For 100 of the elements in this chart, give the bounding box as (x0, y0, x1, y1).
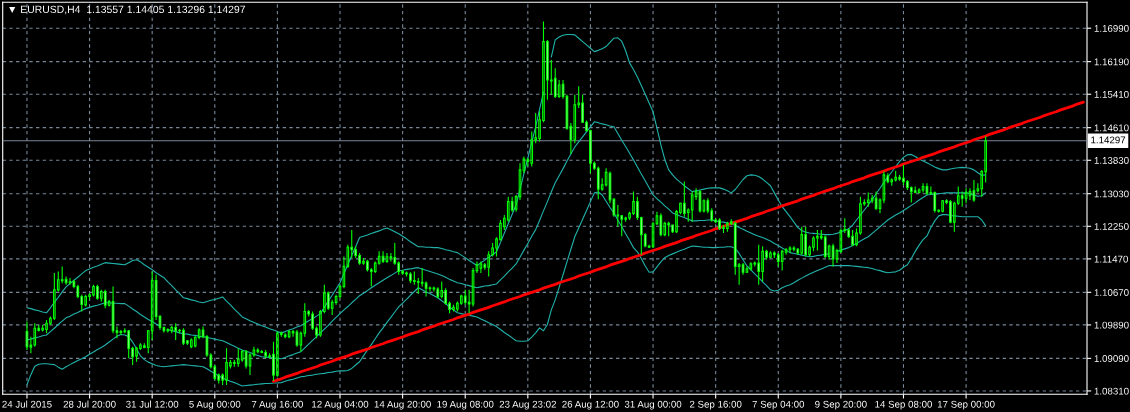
candlestick (761, 245, 764, 283)
candlestick (651, 221, 655, 249)
candlestick (718, 217, 721, 231)
candlestick (174, 322, 177, 341)
x-tick-label: 31 Aug 00:00 (624, 400, 682, 410)
x-tick-label: 9 Sep 20:00 (815, 400, 867, 410)
x-tick-label: 7 Aug 16:00 (251, 400, 303, 410)
candlestick (92, 284, 95, 298)
candlestick (776, 252, 780, 267)
candlestick (182, 327, 185, 346)
line-series (26, 191, 987, 387)
candlestick (189, 337, 193, 349)
candlestick (385, 252, 389, 264)
y-tick-label: 1.10670 (1094, 289, 1129, 296)
candlestick (96, 284, 99, 301)
candlestick (41, 324, 44, 333)
candlestick (135, 346, 138, 363)
candlestick (831, 243, 835, 267)
candlestick (874, 191, 878, 211)
candlestick (111, 285, 115, 334)
candlestick (236, 347, 240, 368)
candlestick (917, 187, 921, 194)
candlestick (225, 347, 228, 386)
candlestick (287, 329, 291, 339)
candlestick (659, 212, 663, 237)
x-tick-label: 17 Sep 00:00 (937, 400, 995, 410)
y-tick-label: 1.09890 (1094, 321, 1129, 329)
candlestick (683, 181, 686, 218)
y-tick-label: 1.16990 (1094, 24, 1129, 32)
candlestick (757, 244, 761, 286)
candlestick (256, 347, 260, 354)
candlestick (632, 191, 635, 216)
y-tick-label: 1.08310 (1094, 387, 1129, 395)
candlestick (201, 326, 205, 339)
y-tick-label: 1.09090 (1094, 355, 1129, 362)
candlestick (792, 245, 796, 252)
x-tick-label: 14 Aug 20:00 (374, 400, 431, 410)
candlestick (804, 226, 807, 257)
candlestick (726, 221, 729, 233)
candlestick (381, 250, 385, 264)
line-series (272, 100, 1085, 383)
y-tick-label: 1.16190 (1094, 58, 1129, 66)
x-tick-label: 31 Jul 12:00 (126, 400, 179, 408)
candlestick (119, 329, 123, 336)
candlestick (749, 261, 753, 272)
ref-line-label: 1.14297 (1091, 136, 1126, 144)
candlestick (667, 221, 671, 237)
candlestick (291, 329, 295, 338)
candlestick (788, 245, 792, 254)
candlestick (800, 226, 804, 256)
candlestick (428, 285, 432, 293)
candlestick (851, 229, 854, 247)
candlestick (933, 191, 937, 214)
x-tick-label: 28 Jul 20:00 (63, 400, 116, 408)
x-tick-label: 12 Aug 04:00 (312, 400, 369, 410)
candlestick (960, 191, 964, 208)
y-tick-label: 1.13030 (1094, 190, 1129, 198)
candlestick (816, 229, 819, 252)
y-tick-label: 1.13830 (1094, 157, 1129, 164)
candlestick (475, 260, 479, 274)
candlestick (925, 182, 929, 196)
candlestick (690, 191, 694, 223)
x-tick-label: 7 Sep 04:00 (752, 400, 805, 410)
candlestick (964, 187, 968, 204)
candlestick (452, 304, 455, 313)
candlestick (596, 165, 600, 200)
x-tick-label: 24 Jul 2015 (2, 400, 52, 408)
x-tick-label: 23 Aug 23:02 (499, 400, 556, 410)
candlestick (283, 332, 287, 339)
candlestick (769, 250, 772, 259)
candlestick (866, 191, 870, 208)
candlestick (479, 260, 483, 274)
candlestick (84, 294, 87, 308)
candlestick (25, 321, 29, 351)
candlestick (823, 234, 827, 259)
candlestick (921, 182, 925, 194)
candlestick (745, 265, 749, 274)
candlestick (103, 289, 107, 309)
x-tick-label: 2 Sep 16:00 (689, 400, 742, 410)
y-tick-label: 1.14610 (1094, 124, 1129, 132)
candlestick (115, 326, 119, 339)
candlestick (53, 272, 56, 321)
x-tick-label: 26 Aug 12:00 (562, 400, 619, 410)
chart-title: ▼ EURUSD,H4 1.13557 1.14405 1.13296 1.14297 (9, 5, 245, 15)
candlestick (409, 271, 412, 284)
x-tick-label: 5 Aug 00:00 (189, 400, 241, 410)
candlestick (972, 179, 976, 203)
candlestick (276, 331, 279, 378)
candlestick (902, 164, 905, 186)
candlestick (561, 79, 565, 100)
candlestick (941, 199, 944, 214)
y-tick-label: 1.11470 (1094, 255, 1128, 263)
x-tick-label: 19 Aug 08:00 (437, 400, 494, 410)
candlestick (894, 170, 897, 183)
candlestick (780, 249, 784, 272)
candlestick (264, 349, 267, 359)
y-tick-label: 1.15410 (1094, 90, 1129, 98)
x-tick-label: 14 Sep 08:00 (875, 400, 933, 410)
candlestick (68, 277, 72, 286)
y-tick-label: 1.12250 (1094, 223, 1129, 230)
